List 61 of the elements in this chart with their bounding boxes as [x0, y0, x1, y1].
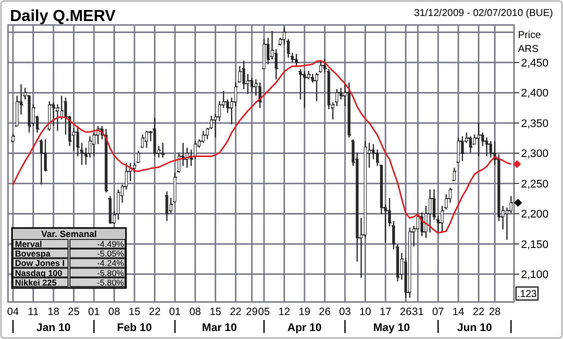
x-tick-label: 18 — [48, 306, 60, 318]
data-label: -5.80% — [97, 277, 124, 288]
y-tick-label: 2,300 — [521, 148, 549, 160]
x-tick-label: 14 — [452, 306, 464, 318]
y-tick-label: 2,400 — [521, 88, 549, 100]
text: Var. Semanal — [41, 229, 97, 239]
category-label: Dow Jones I — [15, 258, 65, 268]
candlestick — [452, 167, 456, 182]
text: Feb 10 — [117, 322, 152, 334]
x-tick-label: 25 — [68, 306, 80, 318]
y-tick-label: 2,450 — [521, 57, 549, 70]
x-tick-label: 29 — [246, 306, 258, 318]
x-tick-label: 01 — [88, 306, 100, 318]
x-tick-label: 26 — [318, 306, 331, 318]
y-tick-label: 2,350 — [521, 118, 549, 130]
candlestick — [12, 133, 14, 143]
category-label: Merval — [15, 239, 42, 249]
x-tick-label: 08 — [108, 306, 120, 318]
x-tick-label: 05 — [258, 306, 270, 318]
text: Jan 10 — [36, 322, 71, 334]
x-tick-label: 15 — [210, 306, 222, 318]
data-label: -5.05% — [97, 248, 124, 259]
y-tick-label: 2,200 — [521, 208, 549, 221]
category-label: Nasdaq 100 — [15, 268, 63, 278]
x-tick-label: 07 — [432, 306, 444, 318]
text: Jun 10 — [457, 322, 492, 334]
x-tick-label: 15 — [128, 306, 140, 318]
x-tick-label: 19 — [298, 306, 311, 318]
data-label: -4.24% — [97, 258, 124, 268]
candlestick — [396, 244, 400, 282]
x-tick-label: 01 — [169, 306, 181, 318]
x-tick-label: 11 — [28, 306, 39, 318]
data-label: -4.49% — [97, 239, 124, 249]
x-tick-label: 03 — [339, 306, 351, 318]
x-tick-label: 22 — [472, 306, 485, 318]
text: Apr 10 — [287, 322, 322, 334]
x-tick-label: 26 — [400, 306, 412, 318]
text: May 10 — [373, 322, 410, 334]
chart-subtitle: 31/12/2009 - 02/07/2010 (BUE) — [414, 8, 553, 19]
x-tick-label: 08 — [189, 306, 202, 318]
x-tick-label: 17 — [380, 306, 392, 318]
text: .123 — [517, 289, 538, 300]
category-label: Bovespa — [15, 248, 51, 259]
x-tick-label: 12 — [278, 306, 290, 318]
x-tick-label: 22 — [230, 306, 242, 318]
candlestick — [104, 128, 108, 194]
data-label: -5.80% — [97, 268, 124, 278]
x-tick-label: 31 — [412, 306, 424, 318]
x-tick-label: 22 — [148, 306, 161, 318]
text: Mar 10 — [202, 322, 237, 334]
y-tick-label: 2,150 — [521, 238, 549, 251]
chart-title: Daily Q.MERV — [10, 8, 116, 25]
y-axis-title: Price ARS — [518, 30, 542, 55]
candlestick — [28, 95, 31, 134]
x-tick-label: 04 — [7, 306, 19, 318]
x-tick-label: 28 — [488, 306, 501, 318]
category-label: Nikkei 225 — [15, 277, 57, 288]
x-tick-label: 10 — [359, 306, 372, 318]
candlestick — [108, 196, 112, 225]
y-tick-label: 2,250 — [521, 178, 549, 190]
y-tick-label: 2,100 — [521, 269, 549, 282]
